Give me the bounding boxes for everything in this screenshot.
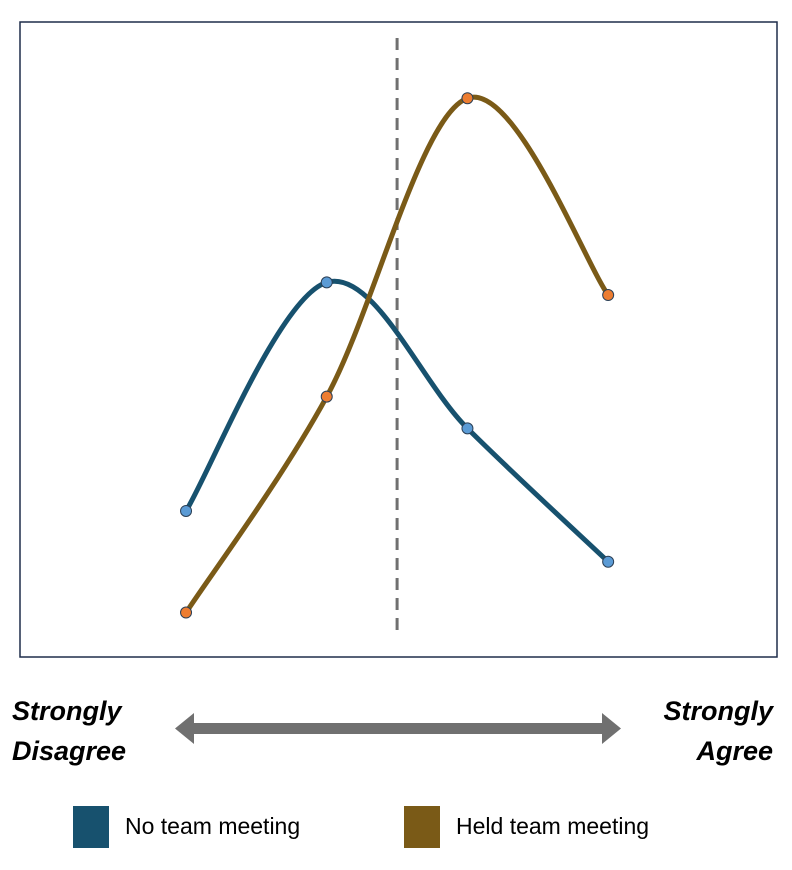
marker <box>461 92 474 105</box>
plot-frame <box>19 21 778 658</box>
left-label: Strongly <box>12 696 123 726</box>
left-label: Disagree <box>12 736 126 766</box>
marker <box>320 390 333 403</box>
marker <box>180 504 193 517</box>
series-line <box>183 94 611 614</box>
right-label: Strongly <box>663 696 774 726</box>
series-line <box>183 278 610 564</box>
right-label: Agree <box>695 736 773 766</box>
legend-label: Held team meeting <box>456 813 649 839</box>
marker <box>320 276 333 289</box>
legend-swatch <box>404 806 440 848</box>
scale-arrow <box>175 713 621 744</box>
legend-label: No team meeting <box>125 813 300 839</box>
marker <box>602 289 615 302</box>
marker <box>602 555 615 568</box>
legend-swatch <box>73 806 109 848</box>
marker <box>180 606 193 619</box>
marker <box>461 422 474 435</box>
